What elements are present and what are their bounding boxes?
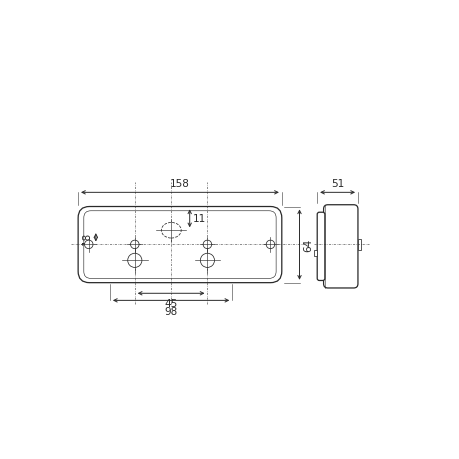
- Text: 64: 64: [302, 238, 313, 252]
- Circle shape: [130, 241, 139, 249]
- Text: 158: 158: [170, 179, 190, 189]
- Circle shape: [203, 241, 211, 249]
- Circle shape: [84, 241, 93, 249]
- FancyBboxPatch shape: [84, 211, 275, 279]
- FancyBboxPatch shape: [323, 205, 357, 288]
- Bar: [357, 240, 361, 250]
- Circle shape: [266, 241, 274, 249]
- Bar: [313, 250, 317, 257]
- Circle shape: [128, 254, 141, 268]
- Text: 98: 98: [164, 306, 177, 316]
- Text: 45: 45: [164, 299, 177, 308]
- Text: 51: 51: [330, 179, 343, 189]
- Circle shape: [200, 254, 214, 268]
- FancyBboxPatch shape: [78, 207, 281, 283]
- Text: 11: 11: [193, 214, 206, 224]
- FancyBboxPatch shape: [317, 213, 324, 281]
- Text: 18: 18: [82, 231, 92, 244]
- Ellipse shape: [161, 223, 181, 239]
